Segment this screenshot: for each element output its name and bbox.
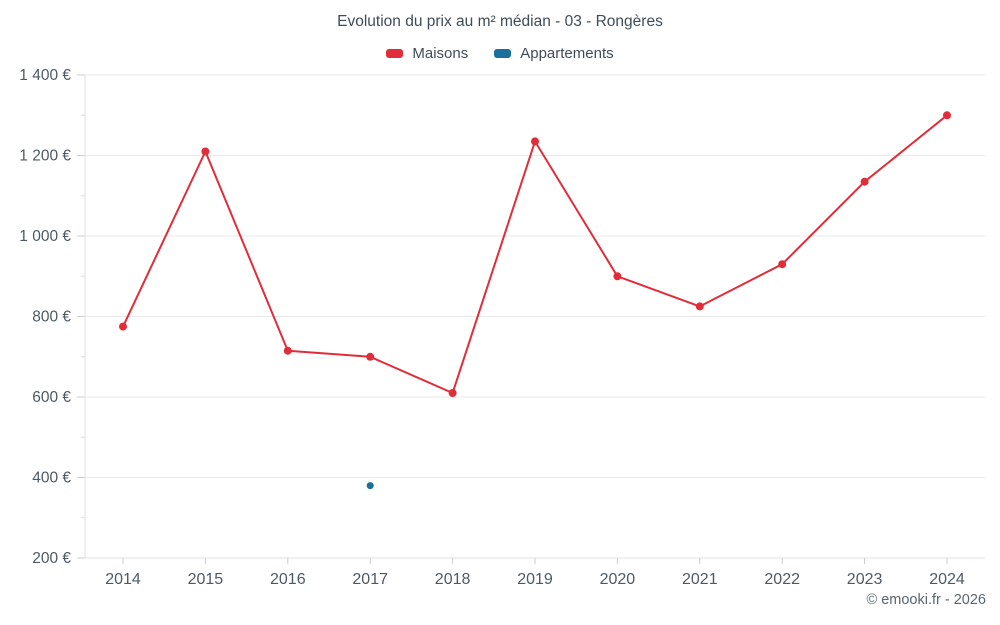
data-point-maisons[interactable] bbox=[943, 111, 951, 120]
data-point-maisons[interactable] bbox=[448, 389, 457, 397]
data-point-maisons[interactable] bbox=[860, 177, 869, 186]
y-axis-tick-label: 1 000 € bbox=[19, 228, 71, 245]
chart-legend: Maisons Appartements bbox=[0, 45, 1000, 62]
x-axis-tick-label: 2020 bbox=[600, 571, 636, 588]
copyright-text: © emooki.fr - 2026 bbox=[866, 592, 986, 608]
maisons-swatch-icon bbox=[386, 49, 404, 58]
data-point-maisons[interactable] bbox=[531, 137, 539, 146]
x-axis-tick-label: 2021 bbox=[682, 571, 718, 588]
legend-label-maisons: Maisons bbox=[412, 45, 469, 62]
appartements-swatch-icon bbox=[494, 49, 512, 58]
data-point-appartements[interactable] bbox=[366, 482, 374, 490]
x-axis-tick-label: 2018 bbox=[435, 571, 471, 588]
y-axis-tick-label: 200 € bbox=[32, 550, 71, 567]
series-line-maisons bbox=[122, 114, 948, 394]
legend-item-appartements[interactable]: Appartements bbox=[494, 45, 614, 62]
x-axis-tick-label: 2016 bbox=[270, 571, 306, 588]
chart-title: Evolution du prix au m² médian - 03 - Ro… bbox=[337, 13, 663, 30]
y-axis-tick-label: 800 € bbox=[32, 309, 71, 326]
y-axis-tick-label: 1 200 € bbox=[19, 148, 71, 165]
x-axis-tick-label: 2019 bbox=[517, 571, 553, 588]
data-point-maisons[interactable] bbox=[283, 346, 292, 355]
x-axis-tick-label: 2023 bbox=[847, 571, 883, 588]
x-axis-tick-label: 2014 bbox=[105, 571, 141, 588]
data-point-maisons[interactable] bbox=[201, 147, 210, 156]
legend-item-maisons[interactable]: Maisons bbox=[386, 45, 468, 62]
data-point-maisons[interactable] bbox=[119, 322, 127, 331]
y-axis-tick-label: 600 € bbox=[32, 389, 71, 406]
x-axis-tick-label: 2017 bbox=[352, 571, 388, 588]
data-point-maisons[interactable] bbox=[778, 260, 787, 269]
x-axis-tick-label: 2015 bbox=[188, 571, 224, 588]
data-point-maisons[interactable] bbox=[366, 352, 375, 361]
y-axis-tick-label: 400 € bbox=[32, 470, 71, 487]
data-point-maisons[interactable] bbox=[695, 302, 704, 311]
y-axis-tick-label: 1 400 € bbox=[19, 67, 71, 84]
x-axis-tick-label: 2024 bbox=[929, 571, 965, 588]
data-point-maisons[interactable] bbox=[613, 272, 622, 281]
legend-label-appartements: Appartements bbox=[520, 45, 614, 62]
x-axis-tick-label: 2022 bbox=[764, 571, 800, 588]
